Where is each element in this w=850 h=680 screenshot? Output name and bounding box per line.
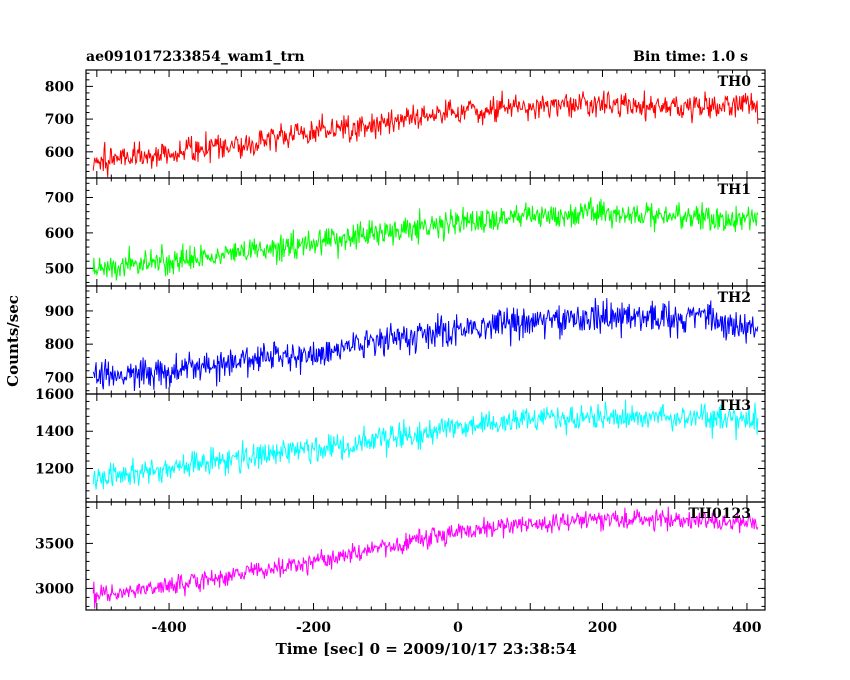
panel-th0: 600 700 800 TH0 — [45, 69, 766, 179]
y-tick-label-th0: 600 — [45, 145, 74, 161]
y-tick-label-th1: 700 — [45, 190, 74, 206]
y-tick-label-th1: 600 — [45, 226, 74, 242]
panels-group: 600 700 800 TH0 500 600 700 TH1 700 800 900 TH2 1200… — [35, 69, 766, 636]
x-tick-label: 400 — [732, 620, 761, 636]
y-tick-label-th0: 800 — [45, 79, 74, 95]
panel-th1: 500 600 700 TH1 — [45, 177, 766, 287]
y-axis-title: Counts/sec — [4, 295, 22, 387]
y-tick-label-th2: 800 — [45, 337, 74, 353]
panel-label-th0: TH0 — [718, 74, 752, 90]
panel-frame-th0 — [85, 69, 766, 179]
y-tick-label-th3: 1400 — [35, 424, 74, 440]
series-line-th1 — [92, 197, 759, 281]
x-tick-label: -400 — [152, 620, 187, 636]
y-tick-label-th0123: 3500 — [35, 536, 74, 552]
panel-label-th1: TH1 — [718, 182, 751, 198]
x-axis-title: Time [sec] 0 = 2009/10/17 23:38:54 — [276, 640, 577, 658]
panel-frame-th0123 — [85, 501, 766, 611]
y-tick-label-th2: 900 — [45, 304, 74, 320]
y-tick-label-th1: 500 — [45, 261, 74, 277]
y-tick-label-th3: 1600 — [35, 387, 74, 403]
chart-title: ae091017233854_wam1_trn — [86, 49, 305, 65]
series-line-th2 — [92, 297, 759, 392]
x-tick-label: 200 — [588, 620, 617, 636]
y-tick-label-th2: 700 — [45, 370, 74, 386]
x-tick-label: -200 — [296, 620, 331, 636]
x-tick-label: 0 — [453, 620, 463, 636]
panel-label-th3: TH3 — [718, 398, 751, 414]
y-tick-label-th0123: 3000 — [35, 581, 74, 597]
panel-th2: 700 800 900 TH2 — [45, 285, 766, 395]
panel-frame-th1 — [85, 177, 766, 287]
bin-time-label: Bin time: 1.0 s — [633, 49, 748, 65]
series-line-th0123 — [92, 506, 759, 609]
y-tick-label-th0: 700 — [45, 112, 74, 128]
y-tick-label-th3: 1200 — [35, 461, 74, 477]
panel-th0123: 3000 3500 TH0123 — [35, 501, 766, 611]
panel-label-th2: TH2 — [718, 290, 751, 306]
series-line-th3 — [92, 399, 759, 490]
panel-th3: 1200 1400 1600 TH3 — [35, 387, 766, 503]
panel-label-th0123: TH0123 — [688, 506, 751, 522]
series-line-th0 — [92, 90, 759, 178]
